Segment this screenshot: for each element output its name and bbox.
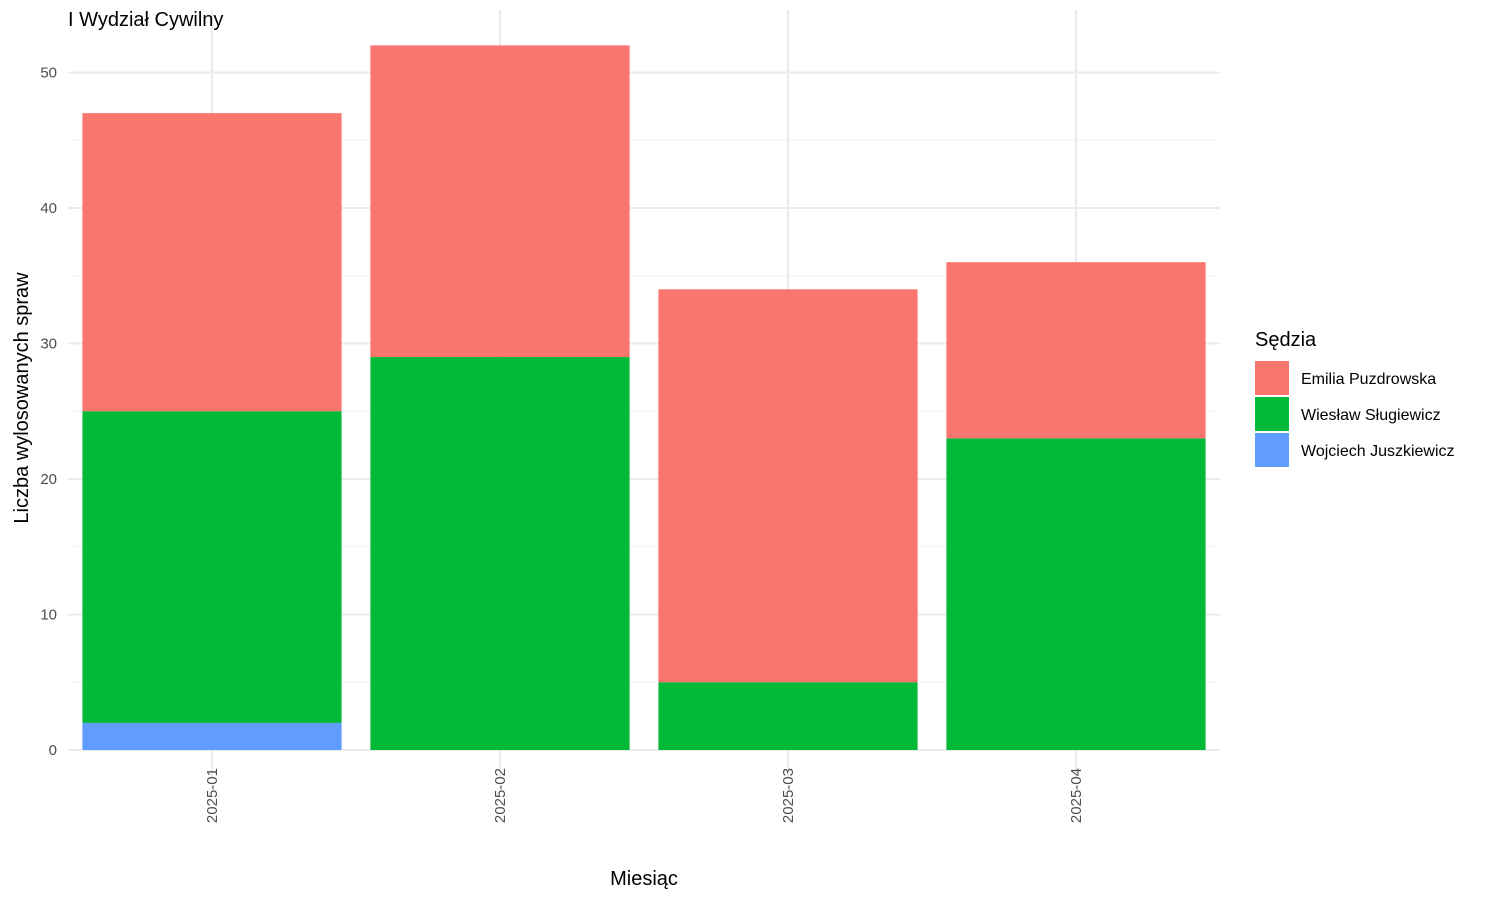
bar-segment bbox=[658, 289, 918, 683]
x-tick-label: 2025-03 bbox=[780, 768, 797, 823]
y-tick-label: 20 bbox=[40, 471, 57, 488]
legend-swatch bbox=[1255, 433, 1289, 467]
x-axis-title: Miesiąc bbox=[610, 868, 678, 890]
y-axis-title: Liczba wylosowanych spraw bbox=[11, 272, 33, 524]
chart-title: I Wydział Cywilny bbox=[68, 9, 223, 31]
bar-segment bbox=[946, 438, 1206, 750]
bars bbox=[82, 45, 1206, 750]
bar-segment bbox=[370, 357, 630, 750]
bar-segment bbox=[82, 113, 342, 412]
legend-title: Sędzia bbox=[1255, 329, 1317, 351]
bar-segment bbox=[946, 262, 1206, 439]
legend-swatch bbox=[1255, 397, 1289, 431]
y-tick-label: 40 bbox=[40, 200, 57, 217]
x-tick-label: 2025-04 bbox=[1068, 768, 1085, 823]
y-tick-label: 50 bbox=[40, 65, 57, 82]
bar-segment bbox=[82, 411, 342, 723]
legend: Sędzia Emilia Puzdrowska Wiesław Sługiewi… bbox=[1255, 329, 1455, 467]
bar-segment bbox=[658, 682, 918, 750]
y-tick-label: 0 bbox=[49, 742, 57, 759]
legend-label: Wojciech Juszkiewicz bbox=[1301, 443, 1455, 460]
x-tick-label: 2025-02 bbox=[492, 768, 509, 823]
y-tick-label: 10 bbox=[40, 607, 57, 624]
x-axis-ticks: 2025-01 2025-02 2025-03 2025-04 bbox=[204, 768, 1085, 823]
legend-swatch bbox=[1255, 361, 1289, 395]
bar-segment bbox=[82, 722, 342, 750]
legend-label: Emilia Puzdrowska bbox=[1301, 371, 1436, 388]
y-tick-label: 30 bbox=[40, 336, 57, 353]
bar-segment bbox=[370, 45, 630, 358]
x-tick-label: 2025-01 bbox=[204, 768, 221, 823]
y-axis-ticks: 0 10 20 30 40 50 bbox=[40, 65, 57, 760]
legend-label: Wiesław Sługiewicz bbox=[1301, 407, 1441, 424]
